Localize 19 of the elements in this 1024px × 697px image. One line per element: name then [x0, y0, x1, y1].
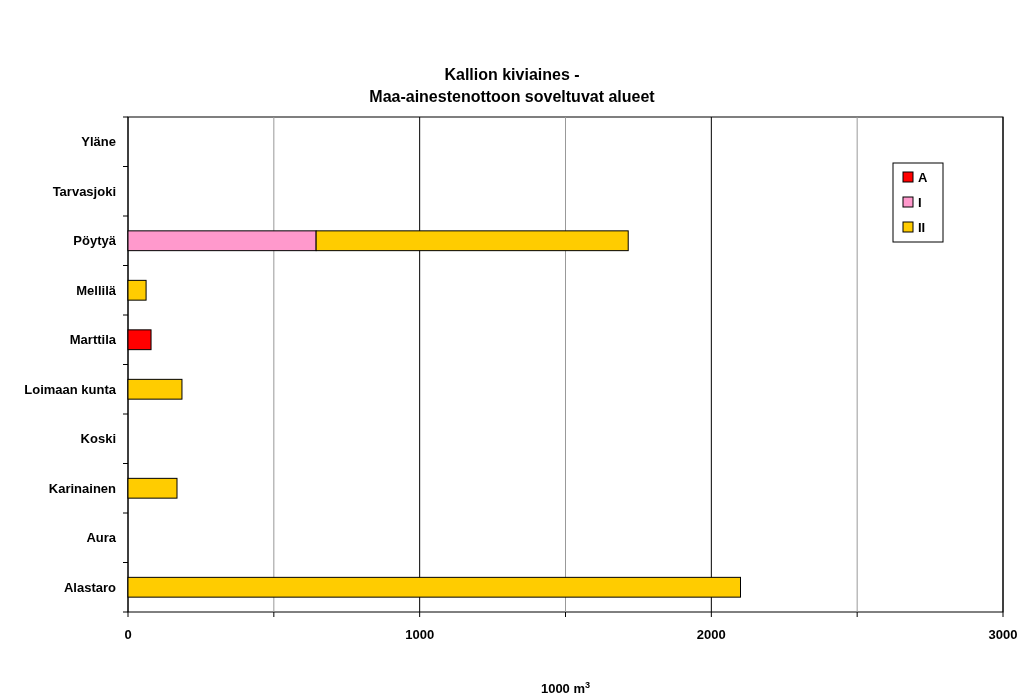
x-tick-label: 3000 — [988, 627, 1018, 642]
x-axis-title: 1000 m$^{3}$ — [540, 680, 591, 696]
y-tick-label: Alastaro — [63, 579, 117, 595]
y-tick-label: Marttila — [69, 332, 117, 348]
x-tick-label: 0 — [124, 627, 132, 642]
y-tick-label: Karinainen — [48, 480, 117, 496]
y-tick-label: Mellilä — [76, 282, 117, 298]
chart-title: Kallion kiviaines - Maa-ainestenottoon soveltuvat alueet — [369, 66, 656, 105]
y-tick-label: Aura — [86, 530, 117, 546]
legend-label: I — [918, 195, 922, 210]
y-tick-label: Pöytyä — [73, 233, 117, 249]
x-tick-label: 1000 — [405, 627, 435, 642]
y-tick-label: Tarvasjoki — [52, 183, 116, 199]
x-tick-label: 2000 — [696, 627, 726, 642]
y-tick-label: Yläne — [81, 134, 116, 150]
y-tick-label: Koski — [80, 431, 116, 447]
y-tick-label: Loimaan kunta — [24, 381, 117, 397]
legend-label: A — [918, 170, 928, 185]
legend-label: II — [918, 220, 926, 235]
